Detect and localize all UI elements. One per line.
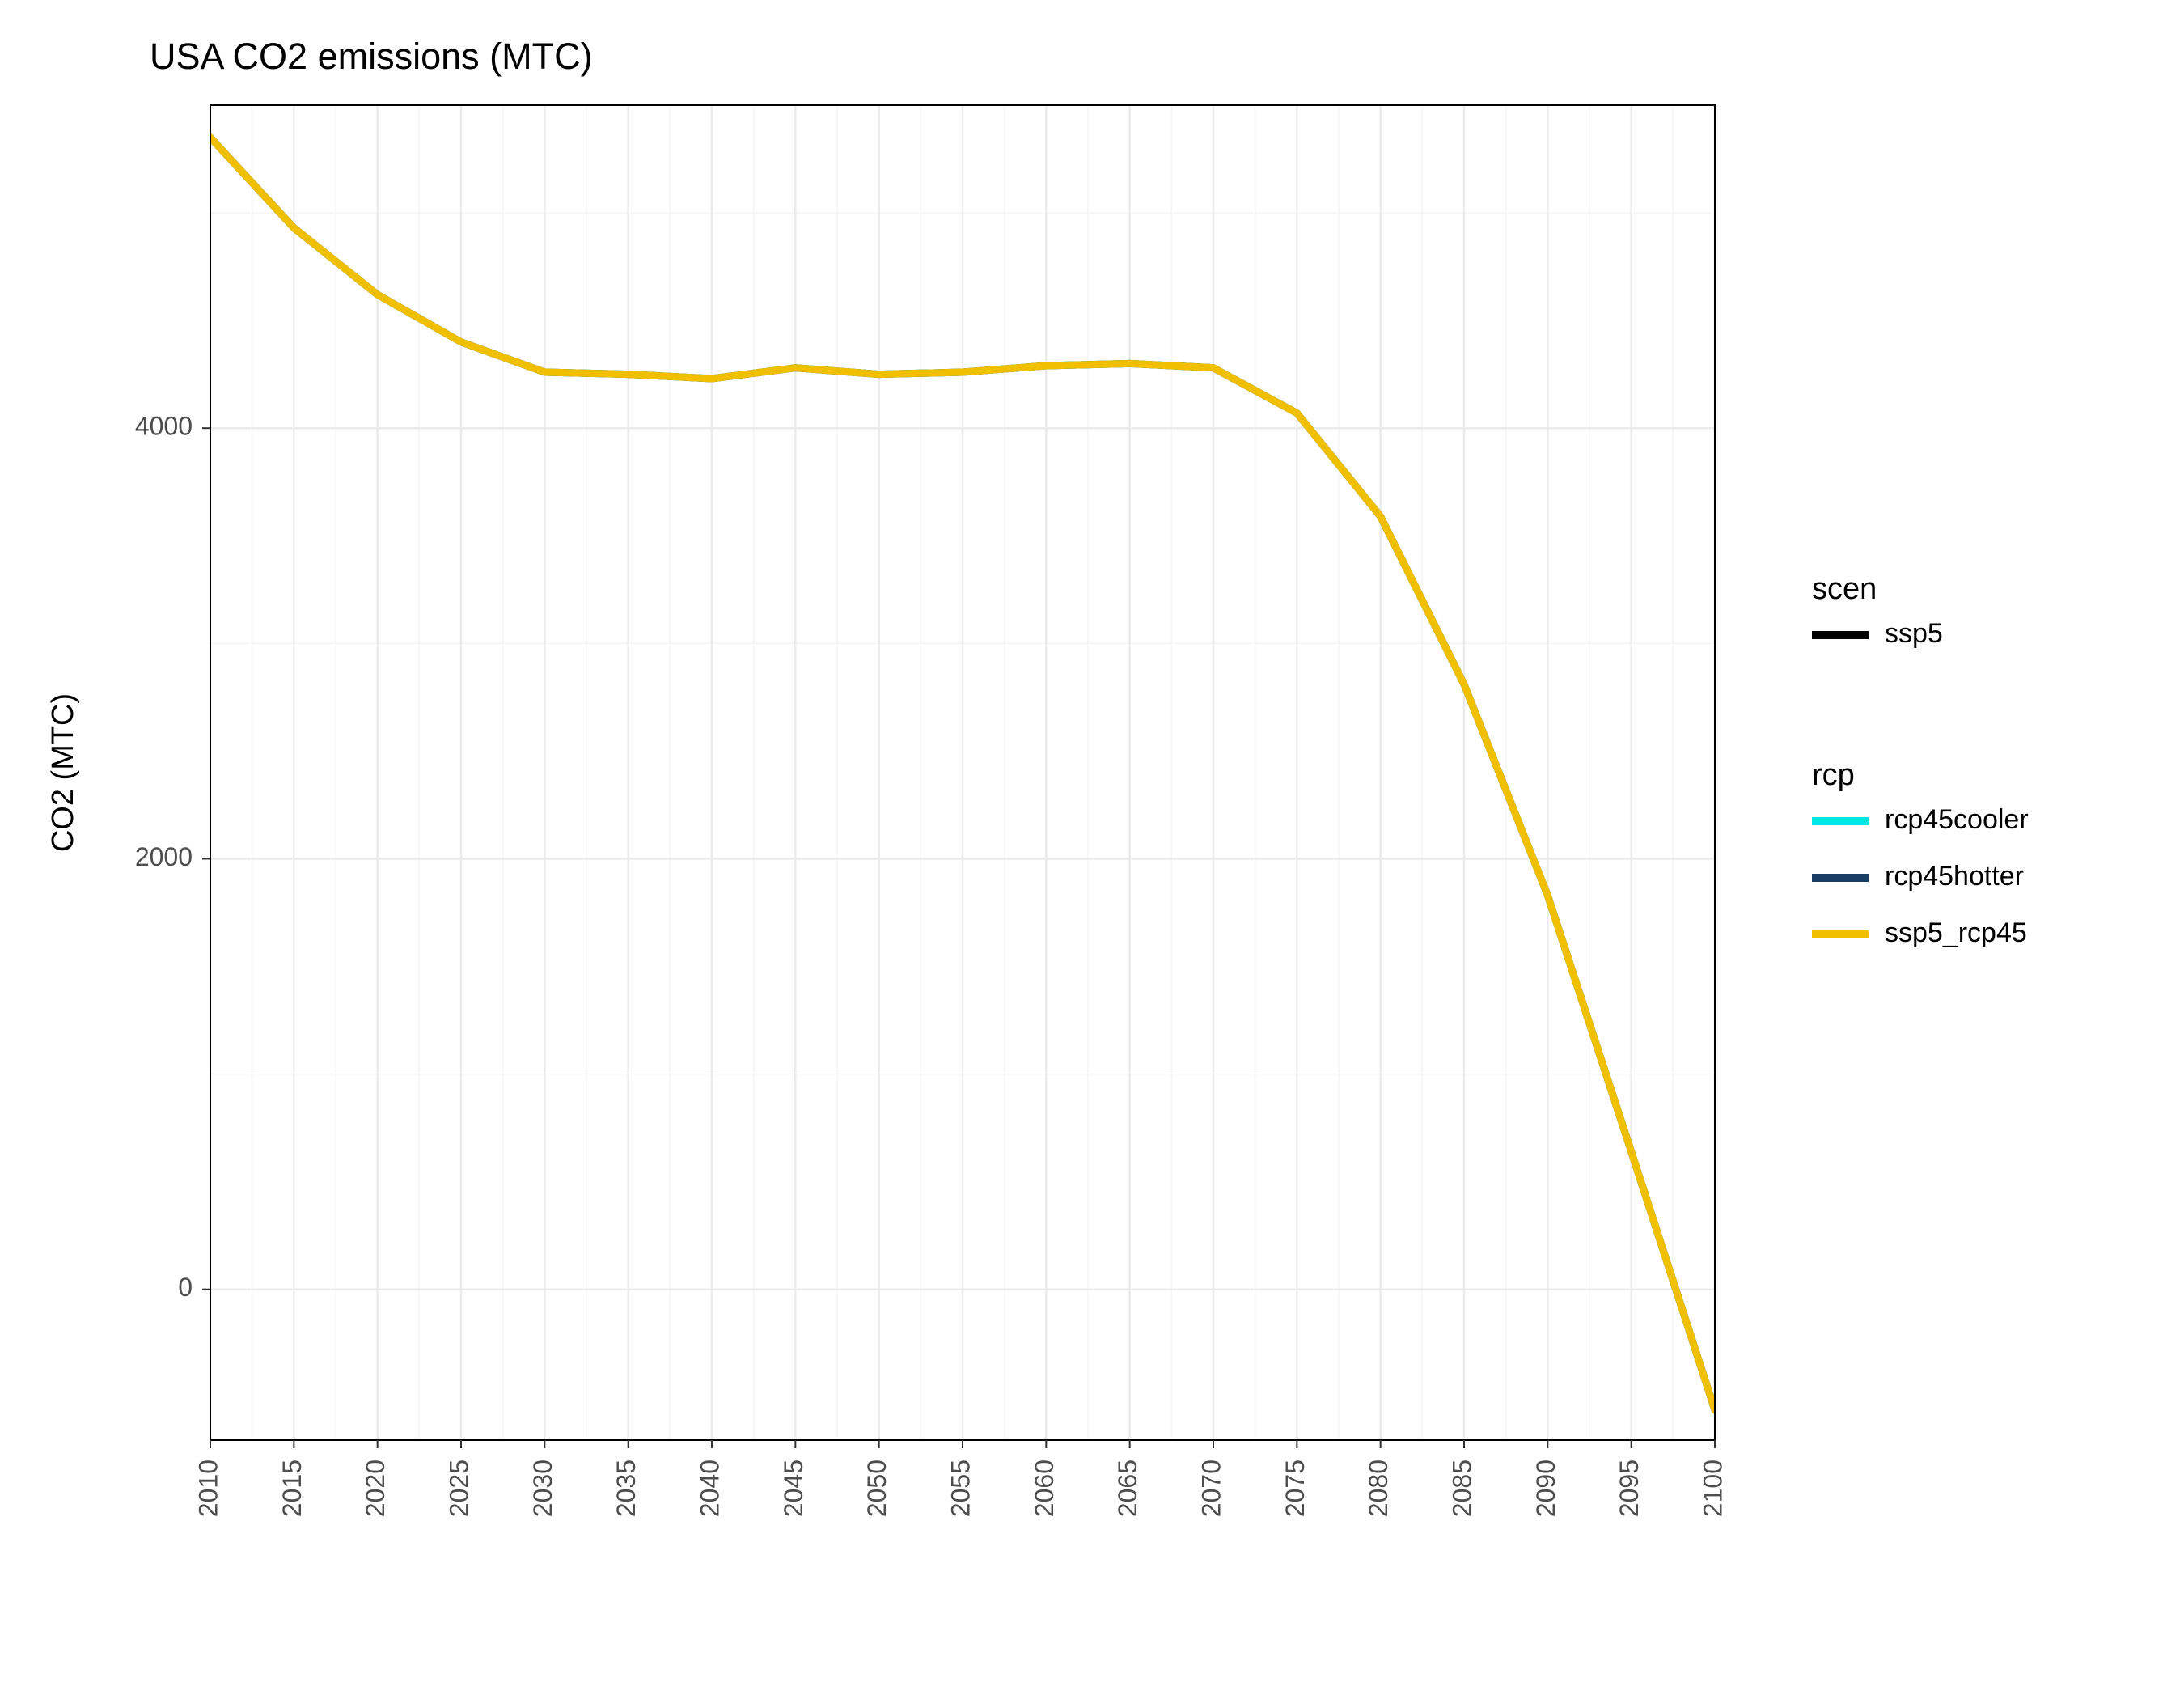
y-tick-label: 2000: [135, 842, 193, 871]
chart-title: USA CO2 emissions (MTC): [150, 36, 593, 77]
x-tick-label: 2090: [1531, 1460, 1560, 1517]
x-tick-label: 2025: [444, 1460, 473, 1517]
x-tick-label: 2020: [361, 1460, 390, 1517]
y-tick-label: 0: [178, 1273, 193, 1302]
x-tick-label: 2045: [779, 1460, 808, 1517]
x-tick-label: 2040: [695, 1460, 724, 1517]
x-tick-label: 2100: [1698, 1460, 1727, 1517]
legend-label: ssp5_rcp45: [1885, 917, 2027, 948]
legend-label: rcp45hotter: [1885, 861, 2024, 892]
legend-title-scen: scen: [1812, 572, 1877, 606]
x-tick-label: 2030: [528, 1460, 557, 1517]
x-tick-label: 2075: [1280, 1460, 1310, 1517]
x-tick-label: 2085: [1447, 1460, 1476, 1517]
x-tick-label: 2060: [1030, 1460, 1059, 1517]
plot-panel: [210, 105, 1715, 1440]
legend-label: rcp45cooler: [1885, 804, 2029, 835]
x-tick-label: 2010: [193, 1460, 222, 1517]
y-tick-label: 4000: [135, 412, 193, 441]
x-tick-label: 2035: [612, 1460, 641, 1517]
x-tick-label: 2070: [1196, 1460, 1225, 1517]
y-axis-label: CO2 (MTC): [46, 693, 80, 852]
x-tick-label: 2050: [862, 1460, 891, 1517]
legend-title-rcp: rcp: [1812, 758, 1855, 792]
x-tick-label: 2080: [1364, 1460, 1393, 1517]
x-tick-label: 2055: [946, 1460, 975, 1517]
emissions-chart: USA CO2 emissions (MTC) 0 2000 4000 CO2 (MTC…: [0, 0, 2184, 1699]
x-tick-label: 2015: [277, 1460, 307, 1517]
x-tick-label: 2065: [1113, 1460, 1142, 1517]
legend-label: ssp5: [1885, 618, 1943, 649]
x-tick-label: 2095: [1615, 1460, 1644, 1517]
